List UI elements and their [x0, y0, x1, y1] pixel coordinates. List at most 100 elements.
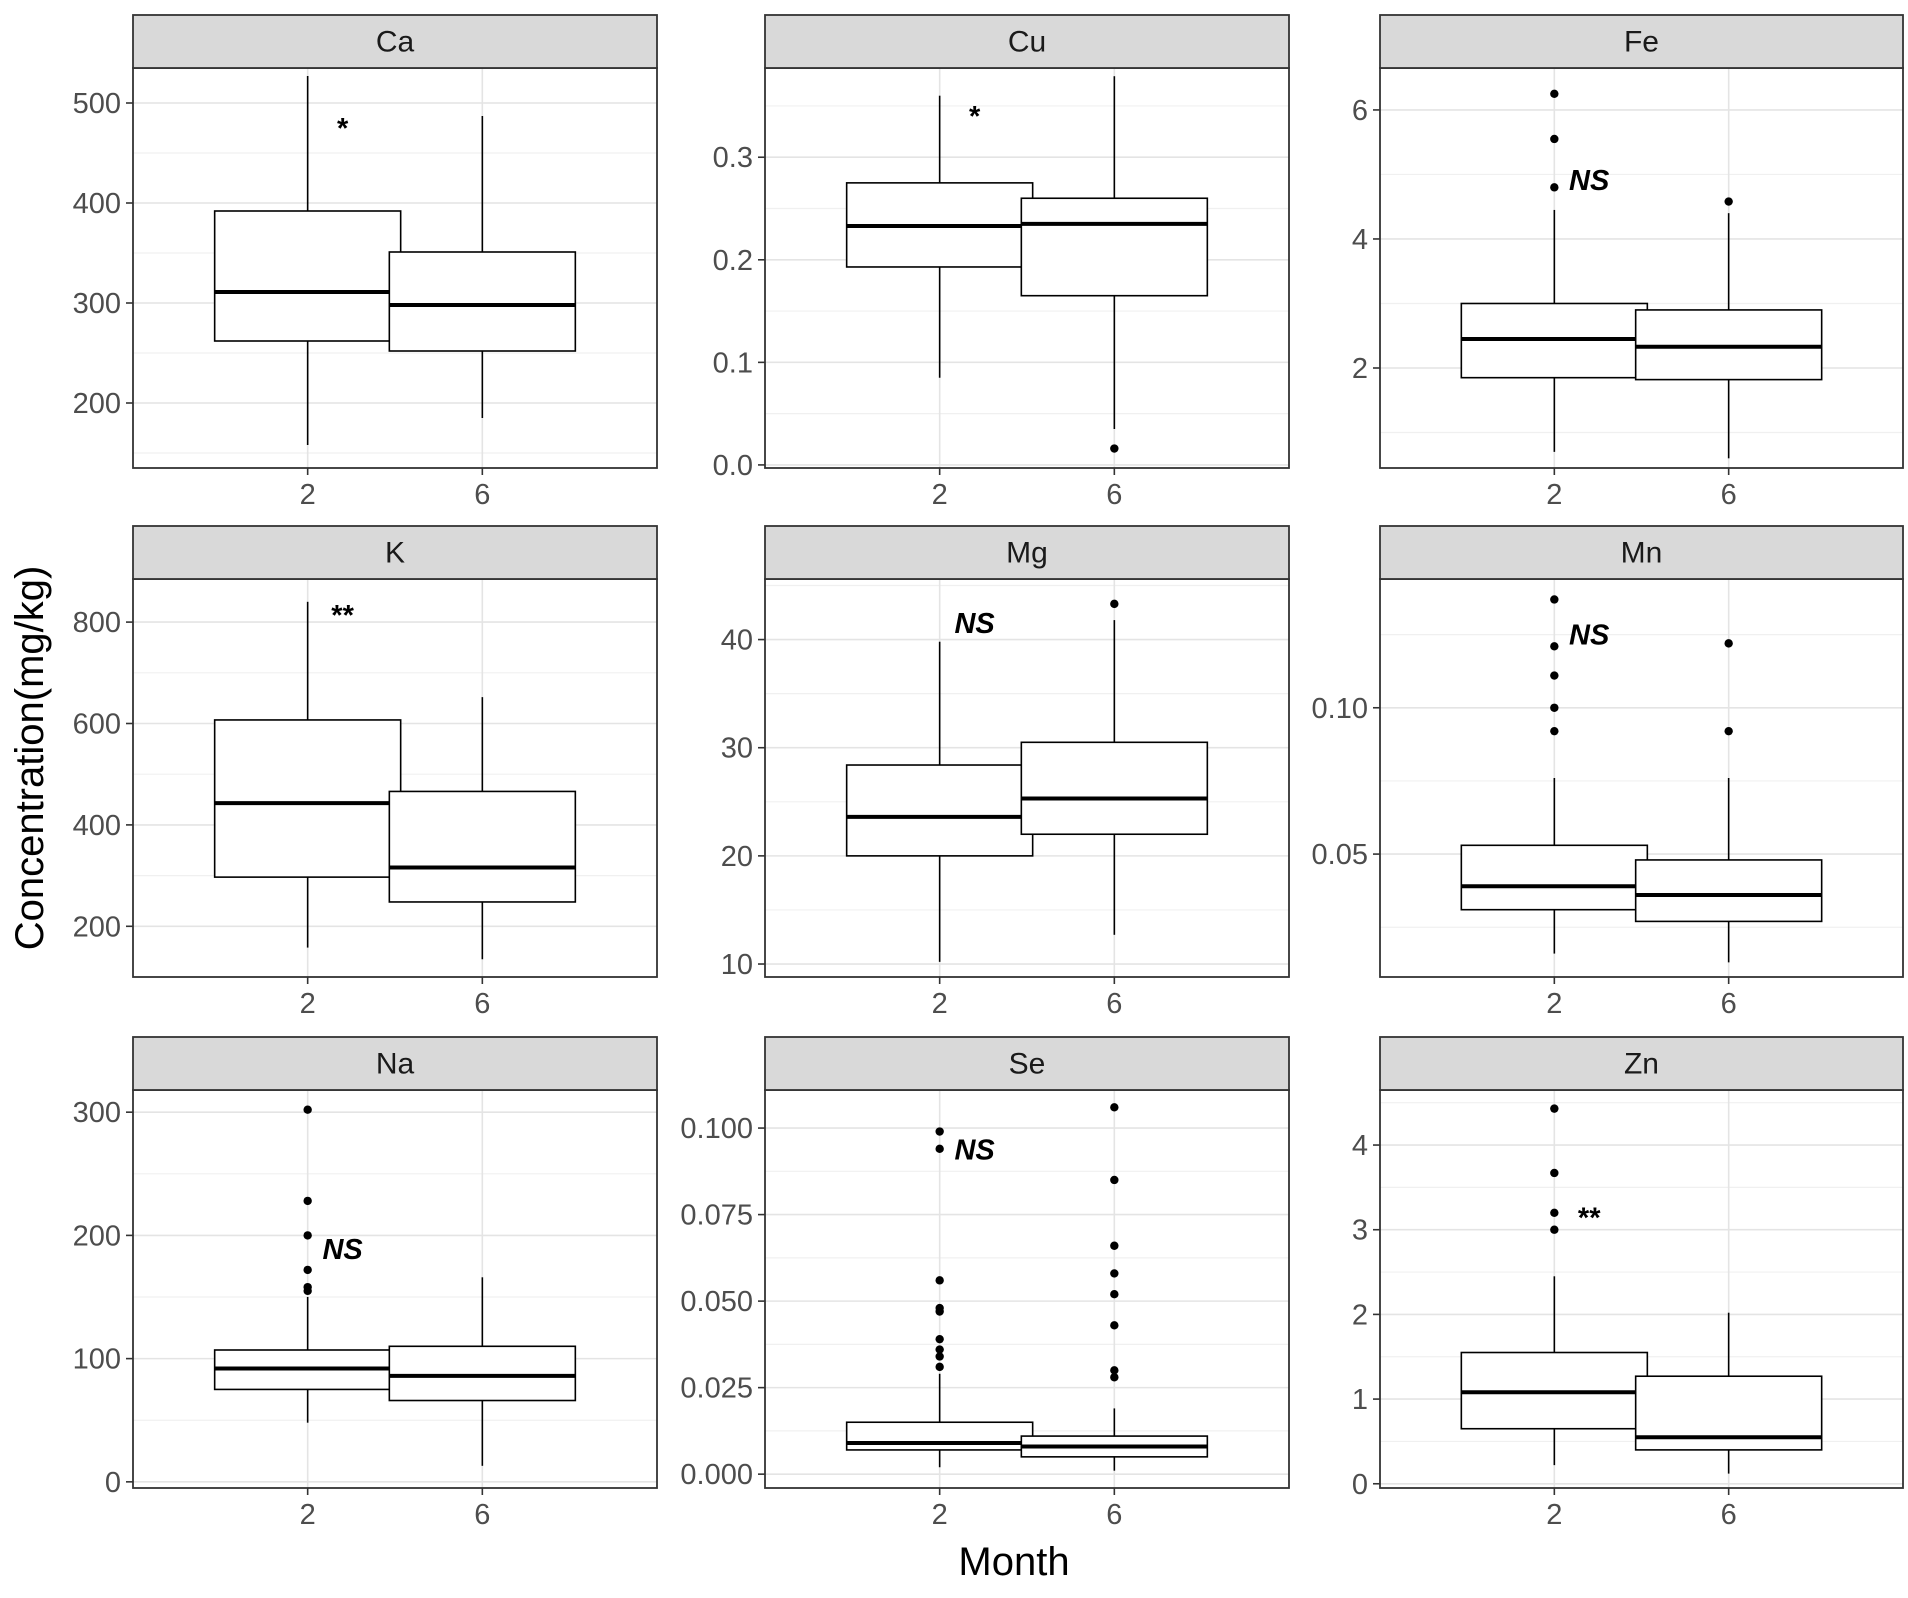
- significance-annotation: *: [969, 101, 981, 133]
- y-tick-label: 0.050: [680, 1286, 753, 1318]
- y-tick-label: 6: [1352, 95, 1368, 127]
- y-tick-label: 0: [1352, 1469, 1368, 1501]
- y-tick-label: 0.100: [680, 1113, 753, 1145]
- interquartile-box: [1020, 197, 1209, 297]
- x-tick-label: 2: [300, 988, 316, 1020]
- y-tick-label: 400: [73, 188, 121, 220]
- outlier-point: [935, 1144, 944, 1154]
- interquartile-box: [845, 1421, 1034, 1451]
- outlier-point: [303, 1265, 312, 1275]
- strip-label-mg: Mg: [1006, 537, 1048, 570]
- outlier-point: [1550, 183, 1559, 192]
- outlier-point: [1724, 639, 1733, 648]
- box-ca-month-2: [213, 76, 402, 445]
- outlier-point: [1110, 1289, 1119, 1299]
- outlier-point: [1550, 671, 1559, 680]
- x-tick-label: 2: [300, 479, 316, 511]
- interquartile-box: [388, 1345, 577, 1402]
- x-tick-label: 6: [1106, 479, 1122, 511]
- outlier-point: [1724, 197, 1733, 206]
- panel-background: [1380, 68, 1903, 468]
- y-tick-label: 10: [721, 949, 753, 981]
- y-tick-label: 200: [73, 1220, 121, 1252]
- significance-annotation: **: [1578, 1202, 1601, 1234]
- y-tick-label: 0.10: [1312, 693, 1368, 725]
- outlier-point: [935, 1334, 944, 1344]
- strip-label-fe: Fe: [1624, 26, 1659, 59]
- y-tick-label: 0.3: [713, 142, 753, 174]
- box-k-month-2: [213, 601, 402, 948]
- strip-k: [132, 525, 658, 580]
- y-tick-label: 3: [1352, 1215, 1368, 1247]
- panel-zn: Zn 0 1 2 3 4 2 6 **: [1352, 1036, 1904, 1531]
- outlier-point: [935, 1352, 944, 1361]
- panel-fe: Fe 2 4 6 2 6 NS: [1352, 14, 1904, 511]
- significance-annotation: **: [331, 600, 354, 632]
- outlier-point: [1550, 1225, 1559, 1234]
- outlier-point: [1550, 89, 1559, 99]
- outlier-point: [1550, 726, 1559, 736]
- y-tick-label: 0.2: [713, 245, 753, 277]
- box-mg-month-2: [845, 641, 1034, 962]
- outlier-point: [1110, 1373, 1119, 1382]
- interquartile-box: [213, 719, 402, 878]
- panel-se: Se 0.000 0.025 0.050 0.075 0.100 2 6 NS: [680, 1036, 1290, 1531]
- outlier-point: [1110, 1241, 1119, 1250]
- interquartile-box: [213, 210, 402, 342]
- outlier-point: [303, 1196, 312, 1206]
- x-tick-label: 2: [1546, 1499, 1562, 1531]
- box-ca-month-6: [388, 116, 577, 418]
- panel-cu: Cu 0.0 0.1 0.2 0.3 2 6 *: [713, 14, 1290, 511]
- strip-label-mn: Mn: [1621, 537, 1663, 570]
- x-tick-label: 6: [474, 1499, 490, 1531]
- strip-se: [764, 1036, 1290, 1091]
- outlier-point: [1550, 595, 1559, 604]
- outlier-point: [1110, 1103, 1119, 1112]
- outlier-point: [935, 1362, 944, 1372]
- strip-zn: [1379, 1036, 1904, 1091]
- y-tick-label: 1: [1352, 1384, 1368, 1416]
- strip-label-k: K: [385, 537, 405, 570]
- x-tick-label: 2: [1546, 988, 1562, 1020]
- x-tick-label: 6: [474, 479, 490, 511]
- box-cu-month-6: [1020, 76, 1209, 453]
- outlier-point: [1110, 1269, 1119, 1278]
- interquartile-box: [1634, 859, 1823, 923]
- box-k-month-6: [388, 697, 577, 960]
- outlier-point: [303, 1231, 312, 1240]
- outlier-point: [1550, 1168, 1559, 1178]
- outlier-point: [935, 1276, 944, 1285]
- strip-mg: [764, 525, 1290, 580]
- interquartile-box: [1020, 741, 1209, 836]
- strip-label-ca: Ca: [376, 26, 415, 59]
- outlier-point: [1550, 134, 1559, 144]
- strip-label-cu: Cu: [1008, 26, 1046, 59]
- outlier-point: [935, 1303, 944, 1313]
- box-cu-month-2: [845, 95, 1034, 378]
- interquartile-box: [845, 764, 1034, 857]
- outlier-point: [1550, 703, 1559, 712]
- y-tick-label: 4: [1352, 224, 1368, 256]
- outlier-point: [1110, 1321, 1119, 1330]
- y-tick-label: 20: [721, 841, 753, 873]
- y-tick-label: 400: [73, 810, 121, 842]
- outlier-point: [1550, 642, 1559, 651]
- strip-fe: [1379, 14, 1904, 69]
- y-tick-label: 800: [73, 607, 121, 639]
- panel-mg: Mg 10 20 30 40 2 6 NS: [721, 525, 1290, 1020]
- interquartile-box: [388, 790, 577, 903]
- outlier-point: [1724, 726, 1733, 736]
- box-na-month-6: [388, 1277, 577, 1466]
- panel-mn: Mn 0.05 0.10 2 6 NS: [1312, 525, 1904, 1020]
- significance-annotation: NS: [954, 1135, 995, 1167]
- strip-cu: [764, 14, 1290, 69]
- box-mn-month-2: [1460, 595, 1649, 954]
- significance-annotation: NS: [1569, 165, 1610, 197]
- y-tick-label: 300: [73, 1097, 121, 1129]
- x-tick-label: 6: [1721, 479, 1737, 511]
- y-tick-label: 30: [721, 733, 753, 765]
- outlier-point: [303, 1282, 312, 1292]
- strip-label-na: Na: [376, 1048, 415, 1081]
